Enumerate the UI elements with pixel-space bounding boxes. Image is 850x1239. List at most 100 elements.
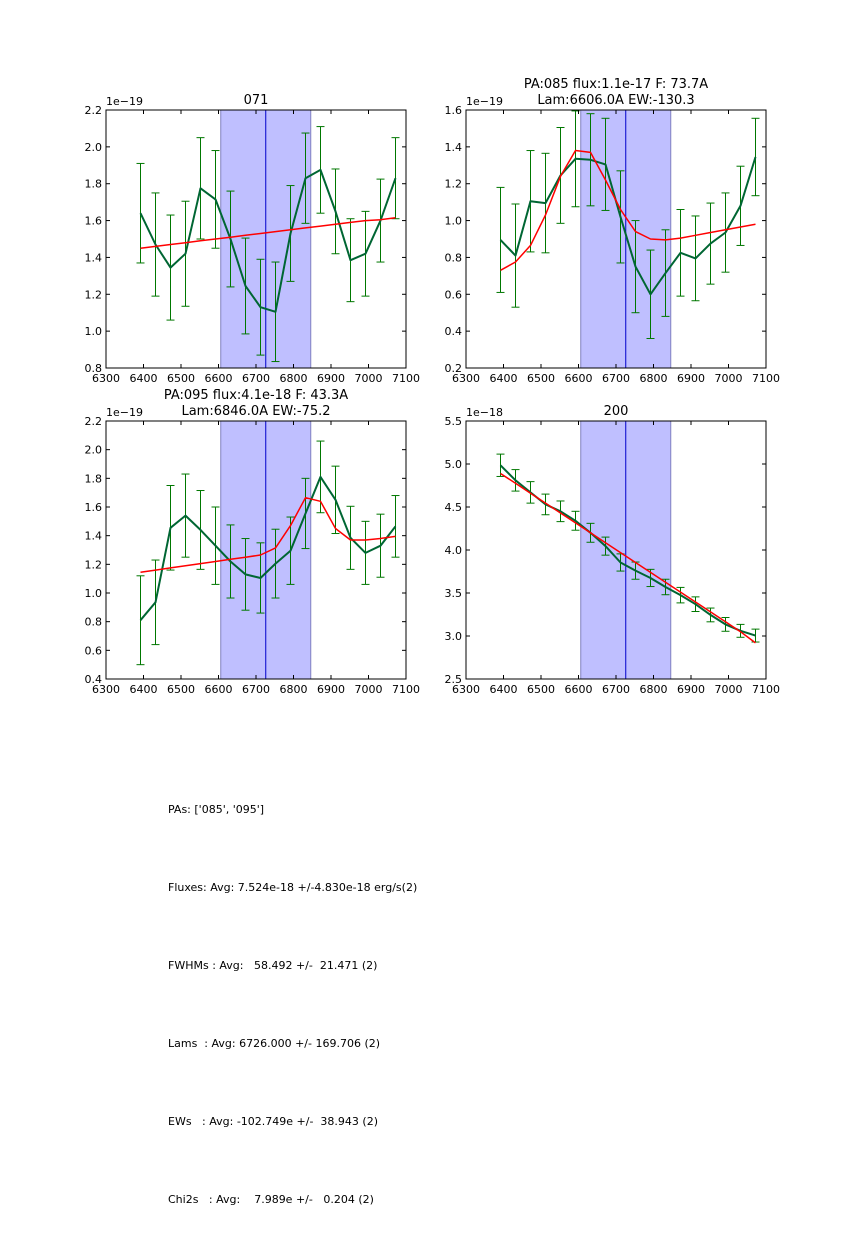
subplot-3: 6300 6400 6500 6600 6700 6800 6900 7000 7100 0.4 0… xyxy=(85,388,421,696)
y-tick-label: 1.8 xyxy=(85,472,103,485)
x-tick-label: 6600 xyxy=(205,372,233,385)
y-offset-text: 1e−19 xyxy=(466,95,503,108)
y-tick-label: 2.2 xyxy=(85,415,103,428)
summary-stats: PAs: ['085', '095'] Fluxes: Avg: 7.524e-… xyxy=(168,745,417,1239)
series-data-line xyxy=(499,156,757,296)
x-tick-label: 7100 xyxy=(752,683,780,696)
y-tick-label: 3.0 xyxy=(445,630,463,643)
y-tick-label: 2.0 xyxy=(85,444,103,457)
y-offset-text: 1e−19 xyxy=(106,95,143,108)
y-tick-label: 1.6 xyxy=(445,104,463,117)
y-tick-label: 1.4 xyxy=(85,251,103,264)
x-tick-label: 7000 xyxy=(355,372,383,385)
series-fit-line xyxy=(500,149,756,271)
x-tick-label: 6900 xyxy=(317,372,345,385)
y-tick-label: 2.2 xyxy=(85,104,103,117)
x-tick-label: 7000 xyxy=(715,372,743,385)
x-tick-label: 6500 xyxy=(167,372,195,385)
errorbar xyxy=(391,495,400,558)
x-tick-label: 6600 xyxy=(565,372,593,385)
y-offset-text: 1e−19 xyxy=(106,406,143,419)
x-tick-label: 6400 xyxy=(490,683,518,696)
y-tick-label: 0.2 xyxy=(445,362,463,375)
series-fit-line xyxy=(140,496,396,573)
series-fit-line xyxy=(140,217,396,249)
x-tick-label: 6600 xyxy=(205,683,233,696)
x-tick-label: 7000 xyxy=(355,683,383,696)
errorbar xyxy=(496,453,505,477)
x-tick-label: 6400 xyxy=(490,372,518,385)
y-offset-text: 1e−18 xyxy=(466,406,503,419)
y-tick-label: 1.2 xyxy=(445,178,463,191)
x-tick-label: 6800 xyxy=(280,372,308,385)
y-tick-label: 1.2 xyxy=(85,558,103,571)
x-tick-label: 6500 xyxy=(167,683,195,696)
x-tick-label: 7100 xyxy=(392,683,420,696)
errorbar xyxy=(136,575,145,666)
subplot-title: PA:095 flux:4.1e-18 F: 43.3A xyxy=(164,388,348,403)
summary-chi2s: Chi2s : Avg: 7.989e +/- 0.204 (2) xyxy=(168,1193,374,1206)
y-tick-label: 0.8 xyxy=(85,362,103,375)
subplot-title: 071 xyxy=(244,93,269,108)
summary-lams: Lams : Avg: 6726.000 +/- 169.706 (2) xyxy=(168,1037,381,1050)
x-tick-label: 6900 xyxy=(317,683,345,696)
x-tick-label: 6800 xyxy=(640,372,668,385)
subplot-4: 6300 6400 6500 6600 6700 6800 6900 7000 7100 2.5 3… xyxy=(445,404,781,696)
x-tick-label: 7100 xyxy=(752,372,780,385)
y-tick-label: 1.0 xyxy=(85,587,103,600)
y-tick-label: 0.4 xyxy=(445,325,463,338)
x-tick-label: 6700 xyxy=(242,683,270,696)
y-tick-label: 1.2 xyxy=(85,288,103,301)
y-tick-label: 1.4 xyxy=(85,530,103,543)
x-tick-label: 7000 xyxy=(715,683,743,696)
y-tick-label: 4.0 xyxy=(445,544,463,557)
series-fit-line xyxy=(500,472,756,644)
subplot-1: 6300 6400 6500 6600 6700 6800 6900 7000 7100 0.8 1… xyxy=(85,93,421,385)
summary-ews: EWs : Avg: -102.749e +/- 38.943 (2) xyxy=(168,1115,378,1128)
y-tick-label: 1.6 xyxy=(85,501,103,514)
y-tick-label: 0.8 xyxy=(445,251,463,264)
subplot-title: Lam:6846.0A EW:-75.2 xyxy=(181,404,330,419)
subplot-2: 6300 6400 6500 6600 6700 6800 6900 7000 7100 0.2 0… xyxy=(445,77,781,385)
summary-fwhms: FWHMs : Avg: 58.492 +/- 21.471 (2) xyxy=(168,959,378,972)
x-tick-label: 6300 xyxy=(452,372,480,385)
figure: 6300 6400 6500 6600 6700 6800 6900 7000 7100 0.8 1… xyxy=(85,77,781,696)
subplot-title: Lam:6606.0A EW:-130.3 xyxy=(537,93,694,108)
y-tick-label: 1.0 xyxy=(445,215,463,228)
y-tick-label: 3.5 xyxy=(445,587,463,600)
series-data-line xyxy=(499,464,756,637)
subplot-title: 200 xyxy=(604,404,629,419)
y-tick-label: 2.5 xyxy=(445,673,463,686)
x-tick-label: 6700 xyxy=(602,372,630,385)
summary-pas: PAs: ['085', '095'] xyxy=(168,803,265,816)
y-tick-label: 0.8 xyxy=(85,616,103,629)
y-tick-label: 2.0 xyxy=(85,141,103,154)
summary-fluxes: Fluxes: Avg: 7.524e-18 +/-4.830e-18 erg/… xyxy=(168,881,418,894)
series-data-line xyxy=(139,168,397,313)
x-tick-label: 6300 xyxy=(92,683,120,696)
x-tick-label: 6400 xyxy=(130,372,158,385)
x-tick-label: 6800 xyxy=(640,683,668,696)
y-tick-label: 0.6 xyxy=(445,288,463,301)
y-tick-label: 5.5 xyxy=(445,415,463,428)
y-tick-label: 0.4 xyxy=(85,673,103,686)
y-tick-label: 1.8 xyxy=(85,178,103,191)
y-tick-label: 0.6 xyxy=(85,644,103,657)
x-tick-label: 6500 xyxy=(527,683,555,696)
x-tick-label: 6700 xyxy=(602,683,630,696)
subplot-title: PA:085 flux:1.1e-17 F: 73.7A xyxy=(524,77,708,92)
y-tick-label: 1.6 xyxy=(85,215,103,228)
x-tick-label: 6300 xyxy=(452,683,480,696)
x-tick-label: 6300 xyxy=(92,372,120,385)
x-tick-label: 7100 xyxy=(392,372,420,385)
x-tick-label: 6800 xyxy=(280,683,308,696)
x-tick-label: 6400 xyxy=(130,683,158,696)
x-tick-label: 6900 xyxy=(677,372,705,385)
x-tick-label: 6500 xyxy=(527,372,555,385)
x-tick-label: 6700 xyxy=(242,372,270,385)
y-tick-label: 5.0 xyxy=(445,458,463,471)
errorbar xyxy=(751,117,760,197)
x-tick-label: 6600 xyxy=(565,683,593,696)
y-tick-label: 4.5 xyxy=(445,501,463,514)
y-tick-label: 1.4 xyxy=(445,141,463,154)
